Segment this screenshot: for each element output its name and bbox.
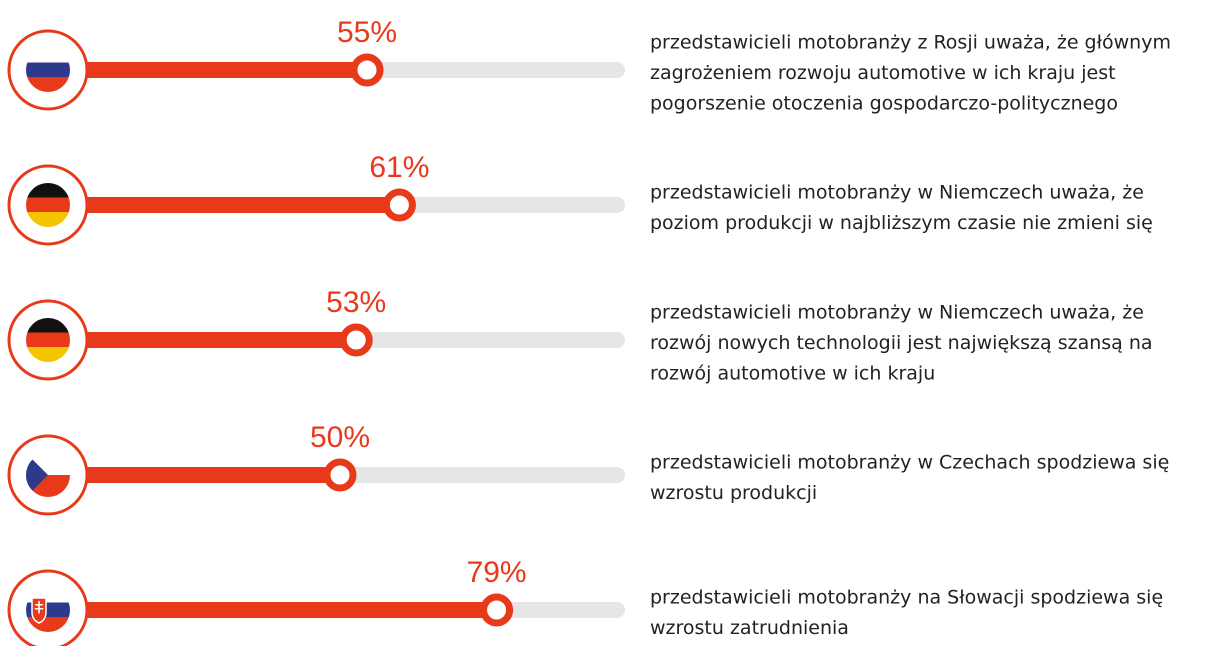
value-label: 55% (337, 16, 397, 49)
flag (26, 453, 70, 497)
description: przedstawicieli motobranży w Niemczech u… (650, 182, 1144, 204)
bar-fill (48, 602, 497, 618)
bar-fill (48, 62, 367, 78)
bar-fill (48, 332, 357, 348)
flag (26, 318, 70, 362)
description: wzrostu produkcji (650, 482, 817, 504)
description: przedstawicieli motobranży z Rosji uważa… (650, 32, 1171, 54)
description: poziom produkcji w najbliższym czasie ni… (650, 212, 1153, 234)
description: przedstawicieli motobranży na Słowacji s… (650, 587, 1163, 609)
description: przedstawicieli motobranży w Niemczech u… (650, 302, 1144, 324)
knob (480, 593, 514, 627)
value-label: 79% (467, 556, 527, 589)
description: zagrożeniem rozwoju automotive w ich kra… (650, 62, 1116, 84)
bar-fill (48, 467, 340, 483)
bar-fill (48, 197, 400, 213)
flag (26, 183, 70, 227)
rows: 55% przedstawicieli motobranży z Rosji uw… (7, 16, 1171, 646)
flag (26, 588, 70, 632)
description: rozwój automotive w ich kraju (650, 363, 935, 385)
description: rozwój nowych technologii jest największ… (650, 332, 1153, 354)
knob (339, 323, 373, 357)
description: wzrostu zatrudnienia (650, 617, 849, 639)
description: przedstawicieli motobranży w Czechach sp… (650, 452, 1169, 474)
knob (382, 188, 416, 222)
description: pogorszenie otoczenia gospodarczo-polity… (650, 93, 1118, 115)
value-label: 61% (369, 151, 429, 184)
knob (350, 53, 384, 87)
value-label: 50% (310, 421, 370, 454)
knob (323, 458, 357, 492)
value-label: 53% (326, 286, 386, 319)
flag (26, 48, 70, 92)
